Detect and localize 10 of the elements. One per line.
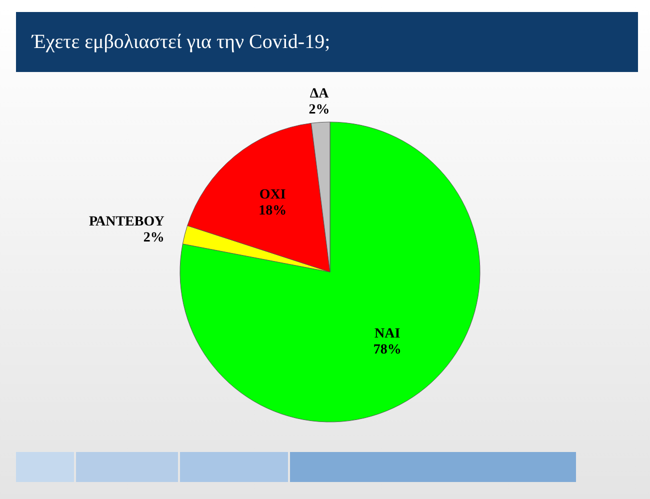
data-label: 2% bbox=[308, 102, 330, 118]
data-label: 18% bbox=[258, 204, 287, 219]
data-label: 2% bbox=[143, 230, 164, 246]
slice-label: ΟΧΙ bbox=[259, 188, 286, 203]
slice-label: ΝΑΙ bbox=[374, 326, 400, 342]
slice-label: ΡΑΝΤΕΒΟΥ bbox=[88, 214, 164, 230]
data-label: 78% bbox=[373, 342, 402, 358]
pie-slice bbox=[180, 122, 480, 422]
slice-label: ΔΑ bbox=[310, 86, 330, 102]
chart-title: Έχετε εμβολιαστεί για την Covid-19; bbox=[16, 12, 638, 72]
